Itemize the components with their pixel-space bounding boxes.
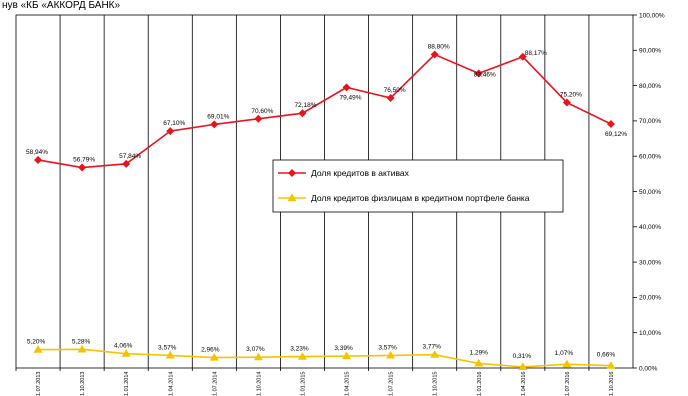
x-tick-label: 1.10.2014 bbox=[256, 372, 262, 396]
y-tick-label: 70,00% bbox=[639, 118, 661, 125]
data-label: 58,94% bbox=[26, 149, 48, 156]
data-label: 0,66% bbox=[597, 352, 616, 359]
marker-triangle bbox=[121, 349, 131, 357]
data-label: 0,31% bbox=[513, 353, 532, 360]
marker-triangle bbox=[297, 352, 307, 360]
data-label: 56,79% bbox=[73, 157, 95, 164]
marker-diamond bbox=[122, 159, 131, 168]
data-label: 3,57% bbox=[378, 344, 397, 351]
marker-triangle bbox=[77, 344, 87, 353]
marker-diamond bbox=[386, 93, 395, 102]
data-label: 69,12% bbox=[605, 131, 627, 138]
data-label: 5,28% bbox=[72, 338, 91, 345]
x-tick-label: 1.01.2016 bbox=[477, 372, 483, 396]
legend-label: Доля кредитов физлицам в кредитном портф… bbox=[311, 193, 530, 203]
marker-triangle bbox=[253, 352, 263, 361]
marker-diamond bbox=[606, 119, 615, 129]
x-tick-label: 1.04.2016 bbox=[521, 372, 527, 396]
data-label: 4,06% bbox=[114, 343, 133, 350]
y-tick-label: 100,00% bbox=[639, 12, 665, 19]
x-tick-label: 1.10.2013 bbox=[80, 372, 86, 396]
marker-triangle bbox=[474, 358, 484, 367]
x-tick-label: 1.01.2015 bbox=[300, 372, 306, 396]
data-label: 3,77% bbox=[422, 344, 441, 351]
marker-triangle bbox=[287, 193, 297, 202]
series-line-1 bbox=[37, 53, 612, 169]
data-label: 70,60% bbox=[251, 108, 273, 115]
marker-diamond bbox=[298, 109, 307, 118]
data-label: 75,20% bbox=[560, 92, 582, 99]
marker-triangle bbox=[562, 359, 572, 368]
data-labels: 58,94% 56,79% 57,84% 67,10% 69,01% 70,60% 72,1… bbox=[26, 44, 627, 360]
y-axis: 0,00% 10,00% 20,00% 30,00% 40,00% 50,00% 60,00… bbox=[633, 12, 665, 372]
marker-diamond bbox=[78, 163, 87, 172]
legend-label: Доля кредитов в активах bbox=[311, 168, 410, 178]
data-label: 67,10% bbox=[163, 120, 185, 127]
data-label: 76,50% bbox=[384, 87, 406, 94]
marker-triangle bbox=[518, 362, 528, 371]
y-tick-label: 90,00% bbox=[639, 48, 661, 55]
y-tick-label: 60,00% bbox=[639, 154, 661, 161]
marker-triangle bbox=[606, 361, 616, 369]
marker-diamond bbox=[166, 127, 175, 136]
x-tick-label: 1.04.2014 bbox=[168, 372, 174, 396]
marker-diamond bbox=[34, 155, 43, 164]
marker-triangle bbox=[33, 345, 43, 353]
x-tick-label: 1.07.2014 bbox=[212, 372, 218, 396]
x-tick-label: 1.10.2015 bbox=[433, 372, 439, 396]
data-label: 3,23% bbox=[290, 346, 309, 353]
y-tick-label: 50,00% bbox=[639, 189, 661, 196]
data-label: 72,18% bbox=[294, 102, 316, 109]
data-label: 3,57% bbox=[158, 344, 177, 351]
x-tick-label: 1.01.2014 bbox=[124, 372, 130, 396]
marker-diamond bbox=[254, 114, 263, 123]
marker-triangle bbox=[209, 352, 219, 361]
data-label: 1,07% bbox=[555, 350, 574, 357]
x-tick-label: 1.07.2013 bbox=[36, 372, 42, 396]
x-tick-label: 1.10.2016 bbox=[609, 372, 615, 396]
y-tick-label: 10,00% bbox=[639, 330, 661, 337]
marker-diamond bbox=[562, 98, 571, 107]
marker-triangle bbox=[342, 351, 352, 360]
data-label: 1,29% bbox=[470, 349, 489, 356]
data-label: 3,07% bbox=[246, 346, 265, 353]
y-tick-label: 30,00% bbox=[639, 259, 661, 266]
series-line-2 bbox=[38, 348, 611, 368]
legend: Доля кредитов в активах Доля кредитов физ… bbox=[272, 159, 564, 213]
marker-triangle bbox=[386, 350, 396, 359]
chart-title: нув «КБ «АККОРД БАНК» bbox=[2, 0, 121, 11]
marker-diamond bbox=[518, 52, 527, 61]
y-tick-label: 80,00% bbox=[639, 83, 661, 90]
marker-diamond bbox=[287, 168, 297, 178]
marker-triangle bbox=[165, 350, 175, 359]
x-axis: 1.07.2013 1.10.2013 1.01.2014 1.04.2014 1.07… bbox=[15, 368, 615, 396]
marker-diamond bbox=[430, 50, 439, 59]
data-label: 69,01% bbox=[207, 113, 229, 120]
y-tick-label: 40,00% bbox=[639, 224, 661, 231]
data-label: 88,17% bbox=[525, 50, 547, 57]
x-tick-label: 1.07.2016 bbox=[565, 372, 571, 396]
data-label: 2,96% bbox=[201, 347, 220, 354]
data-label: 3,39% bbox=[334, 345, 353, 352]
y-tick-label: 0,00% bbox=[639, 365, 658, 372]
x-tick-label: 1.04.2015 bbox=[345, 372, 351, 396]
marker-diamond bbox=[342, 83, 351, 92]
data-label: 83,46% bbox=[474, 71, 496, 78]
data-label: 88,80% bbox=[428, 44, 450, 51]
data-label: 57,84% bbox=[119, 153, 141, 160]
series-layer bbox=[33, 50, 616, 371]
marker-triangle bbox=[430, 350, 440, 358]
legend-box bbox=[272, 159, 564, 213]
data-label: 5,20% bbox=[27, 339, 46, 346]
marker-diamond bbox=[474, 69, 483, 78]
x-tick-label: 1.07.2015 bbox=[389, 372, 395, 396]
y-tick-label: 20,00% bbox=[639, 295, 661, 302]
data-label: 79,49% bbox=[340, 94, 362, 101]
marker-diamond bbox=[210, 120, 219, 129]
